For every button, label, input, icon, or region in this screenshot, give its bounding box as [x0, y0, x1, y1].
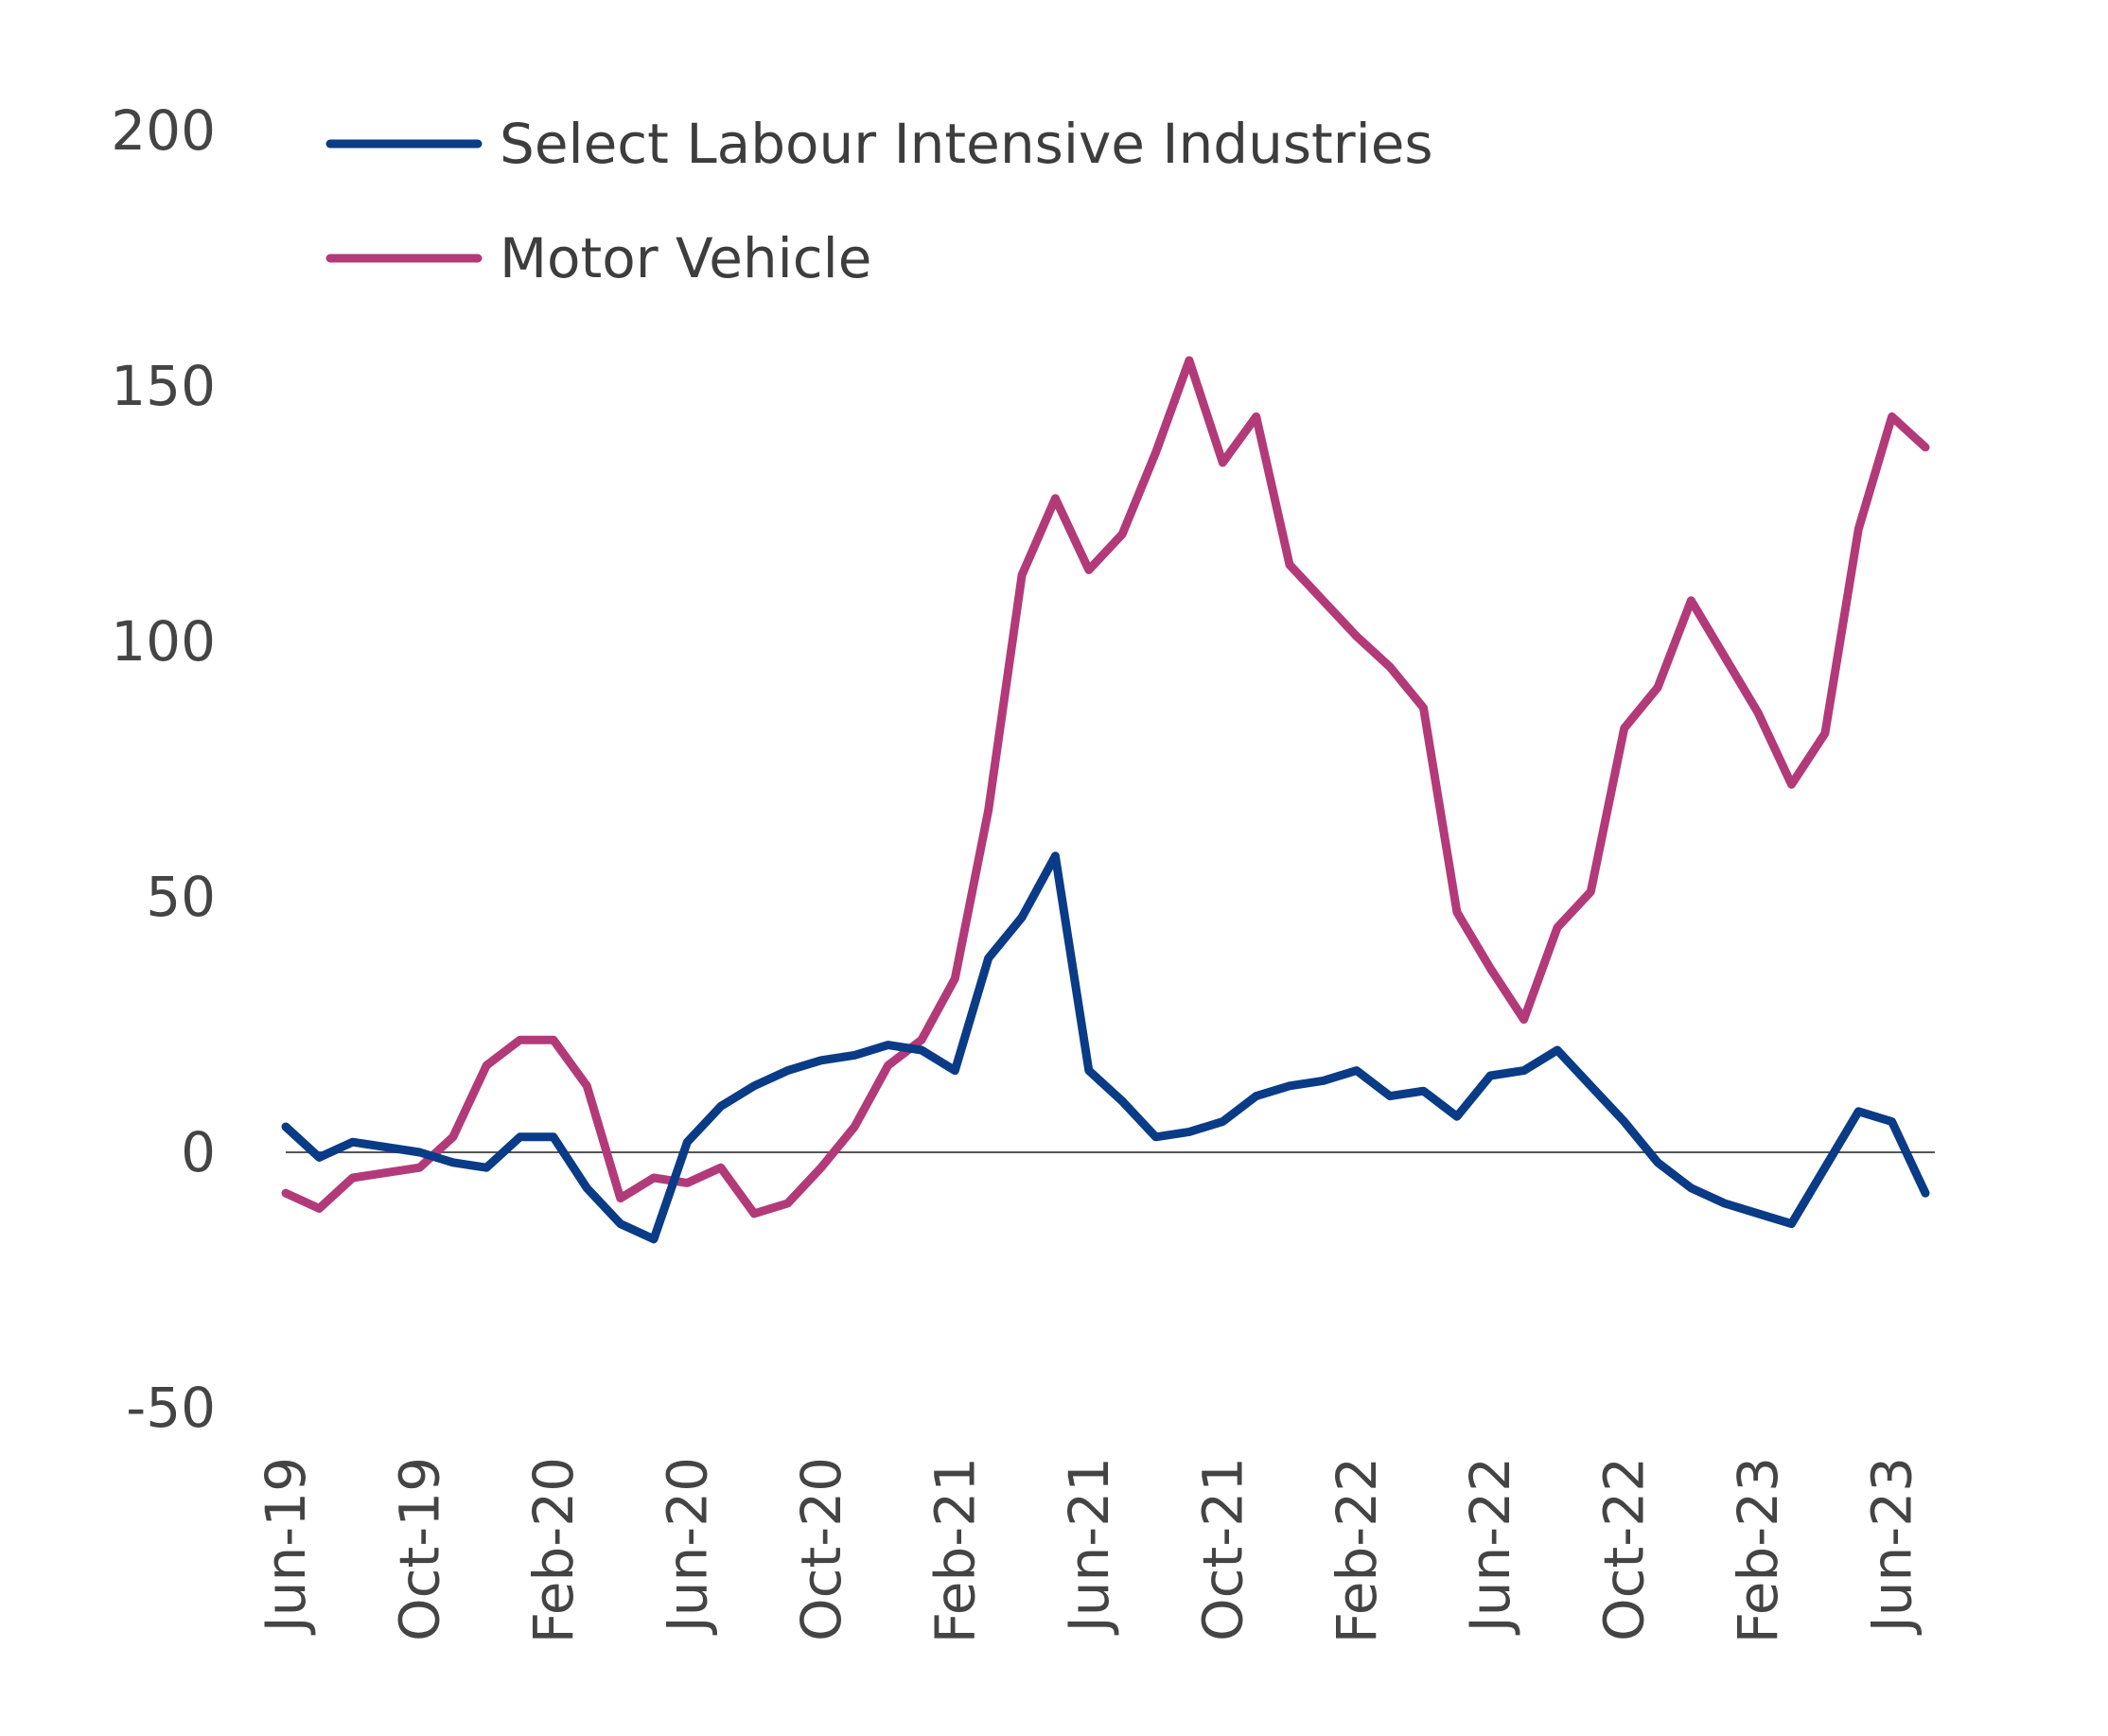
legend-label: Select Labour Intensive Industries [500, 112, 1433, 176]
y-tick-label: 150 [111, 354, 216, 418]
x-tick-label: Oct-19 [388, 1457, 452, 1641]
series-line-0 [281, 851, 1930, 1244]
y-tick-label: 50 [146, 865, 216, 929]
y-tick-label: -50 [126, 1376, 216, 1440]
legend: Select Labour Intensive Industries Motor … [325, 112, 1433, 290]
x-tick-label: Oct-21 [1190, 1457, 1255, 1641]
x-tick-label: Feb-21 [922, 1457, 987, 1643]
series-layer [281, 356, 1930, 1244]
x-tick-label: Feb-20 [521, 1457, 586, 1643]
x-tick-label: Oct-20 [789, 1457, 853, 1641]
legend-label: Motor Vehicle [500, 226, 871, 290]
x-tick-label: Jun-21 [1057, 1457, 1121, 1635]
y-tick-label: 100 [111, 609, 216, 674]
x-tick-label: Feb-22 [1325, 1457, 1389, 1643]
y-tick-label: 200 [111, 98, 216, 163]
x-tick-label: Jun-19 [254, 1457, 318, 1635]
x-tick-label: Jun-23 [1860, 1457, 1924, 1635]
x-tick-label: Jun-22 [1458, 1457, 1522, 1635]
series-line-1 [281, 356, 1930, 1219]
y-axis-ticks: 200 150 100 50 0 -50 [111, 98, 216, 1440]
x-tick-label: Oct-22 [1592, 1457, 1657, 1641]
x-tick-label: Jun-20 [655, 1457, 719, 1635]
x-tick-label: Feb-23 [1726, 1457, 1790, 1643]
x-axis-ticks: Jun-19 Oct-19 Feb-20 Jun-20 Oct-20 Feb-21 Jun-… [254, 1457, 1924, 1643]
y-tick-label: 0 [181, 1120, 216, 1184]
